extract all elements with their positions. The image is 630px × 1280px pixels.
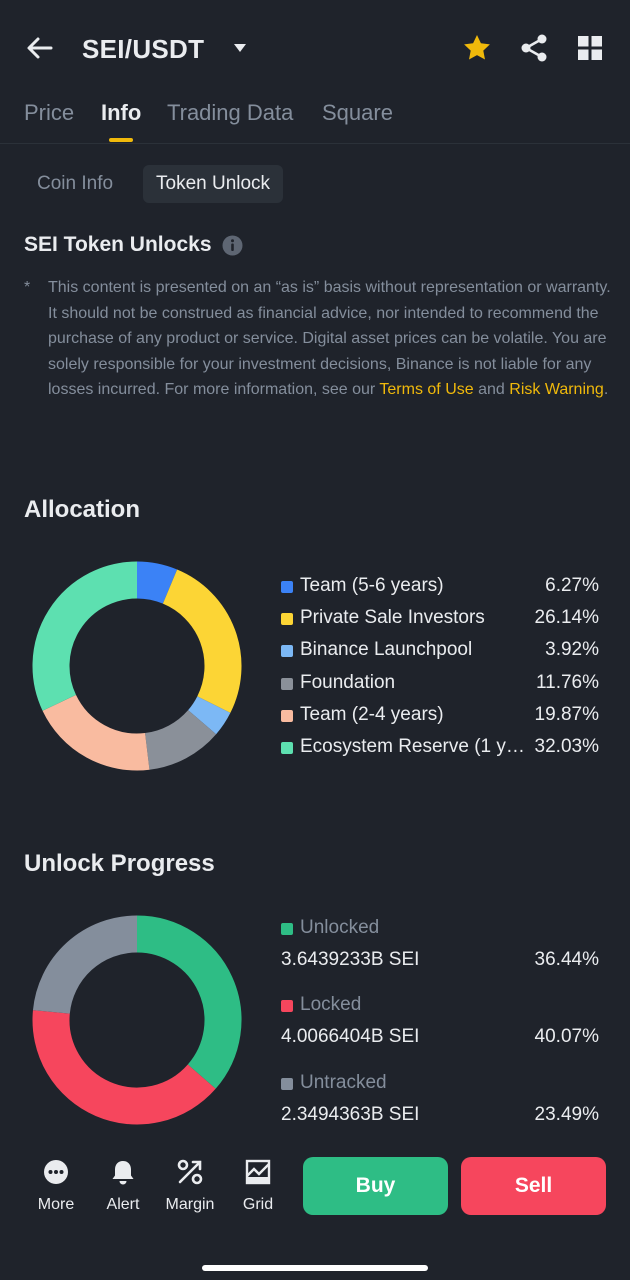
legend-value: 3.92% (545, 639, 599, 661)
legend-label: Foundation (300, 671, 396, 693)
legend-amount: 2.3494363B SEI (281, 1103, 420, 1125)
allocation-legend-item: Private Sale Investors 26.14% (281, 607, 601, 633)
star-icon[interactable] (462, 33, 492, 63)
info-icon[interactable] (222, 235, 243, 256)
grid-icon[interactable] (576, 34, 604, 62)
unlock-progress-slice-0 (136, 915, 242, 1089)
legend-label: Binance Launchpool (300, 639, 473, 661)
subtab-token-unlock[interactable]: Token Unlock (143, 165, 284, 203)
allocation-legend-item: Binance Launchpool 3.92% (281, 639, 601, 665)
legend-label: Team (2-4 years) (300, 703, 444, 725)
legend-swatch (281, 677, 293, 690)
pair-title[interactable]: SEI/USDT (82, 34, 205, 64)
and-text: and (478, 381, 505, 399)
allocation-donut-chart (32, 561, 242, 771)
allocation-slice-1 (162, 569, 242, 713)
sell-button[interactable]: Sell (461, 1157, 606, 1215)
nav-more-label: More (37, 1196, 75, 1213)
token-unlocks-title: SEI Token Unlocks (24, 233, 212, 256)
buy-button[interactable]: Buy (303, 1157, 448, 1215)
tab-trading-data[interactable]: Trading Data (167, 100, 294, 125)
tab-square[interactable]: Square (322, 100, 393, 125)
nav-grid-label: Grid (242, 1196, 274, 1213)
allocation-slice-5 (32, 561, 138, 711)
unlock-progress-title: Unlock Progress (24, 850, 215, 877)
legend-value: 40.07% (534, 1026, 599, 1048)
legend-label: Locked (300, 994, 362, 1016)
unlock-legend-item: Locked 4.0066404B SEI 40.07% (281, 994, 601, 1054)
allocation-slice-4 (42, 694, 150, 771)
allocation-slice-0 (136, 561, 178, 604)
caret-down-icon[interactable] (232, 40, 248, 56)
legend-swatch (281, 923, 293, 935)
legend-value: 6.27% (545, 575, 599, 596)
nav-more[interactable]: More (26, 1158, 86, 1214)
risk-warning-link[interactable]: Risk Warning (509, 381, 604, 399)
legend-value: 32.03% (534, 736, 599, 757)
subtab-coin-info[interactable]: Coin Info (37, 173, 114, 194)
disclaimer-period: . (603, 381, 609, 399)
allocation-legend-item: Ecosystem Reserve (1 year cliff)32.03% (281, 736, 601, 762)
back-arrow-icon[interactable] (24, 32, 56, 64)
allocation-slice-2 (187, 695, 231, 735)
legend-swatch (281, 581, 293, 593)
unlock-legend-item: Untracked 2.3494363B SEI 23.49% (281, 1072, 601, 1132)
share-icon[interactable] (519, 33, 549, 63)
legend-value: 36.44% (534, 949, 599, 970)
nav-alert-label: Alert (106, 1196, 140, 1213)
nav-alert[interactable]: Alert (93, 1158, 153, 1214)
unlock-progress-slice-1 (32, 1010, 216, 1125)
legend-label: Unlocked (300, 917, 380, 938)
legend-swatch (281, 1077, 293, 1090)
top-bar: SEI/USDT (0, 0, 630, 96)
disclaimer-text: This content is presented on an “as is” … (48, 275, 614, 403)
nav-margin[interactable]: Margin (160, 1158, 220, 1214)
unlock-progress-donut-chart (32, 915, 242, 1125)
legend-swatch (281, 1000, 293, 1013)
allocation-slice-3 (144, 709, 217, 770)
nav-margin-label: Margin (165, 1196, 215, 1213)
legend-label: Untracked (300, 1071, 387, 1093)
terms-of-use-link[interactable]: Terms of Use (379, 381, 474, 399)
legend-label: Private Sale Investors (300, 607, 485, 629)
allocation-legend-item: Foundation 11.76% (281, 672, 601, 698)
tab-price[interactable]: Price (24, 100, 75, 125)
bottom-action-bar: More Alert Margin Grid Buy Sell (0, 1140, 630, 1280)
disclaimer-body: This content is presented on an “as is” … (48, 279, 611, 399)
legend-value: 23.49% (534, 1103, 599, 1125)
legend-swatch (281, 742, 293, 754)
legend-value: 19.87% (534, 703, 599, 725)
tab-info[interactable]: Info (101, 100, 142, 125)
unlock-legend-item: Unlocked 3.6439233B SEI 36.44% (281, 917, 601, 977)
nav-grid[interactable]: Grid (228, 1158, 288, 1214)
margin-icon (177, 1159, 203, 1185)
more-icon (44, 1160, 68, 1184)
main-tabs: Price Info Trading Data Square (0, 96, 630, 144)
legend-label: Ecosystem Reserve (1 year cliff) (300, 736, 530, 757)
legend-swatch (281, 645, 293, 658)
allocation-legend-item: Team (2-4 years) 19.87% (281, 704, 601, 730)
legend-swatch (281, 709, 293, 722)
legend-value: 26.14% (534, 607, 599, 629)
legend-value: 11.76% (535, 671, 599, 693)
unlock-progress-slice-2 (32, 915, 138, 1015)
allocation-legend-item: Team (5-6 years) 6.27% (281, 575, 601, 601)
disclaimer-bullet: * (24, 279, 31, 296)
legend-label: Team (5-6 years) (300, 575, 444, 596)
home-indicator (202, 1265, 428, 1271)
grid-trading-icon (245, 1159, 271, 1185)
legend-amount: 4.0066404B SEI (281, 1026, 420, 1048)
active-tab-indicator (109, 138, 133, 142)
legend-swatch (281, 613, 293, 626)
legend-amount: 3.6439233B SEI (281, 949, 420, 970)
allocation-title: Allocation (24, 496, 141, 523)
bell-icon (112, 1161, 134, 1185)
